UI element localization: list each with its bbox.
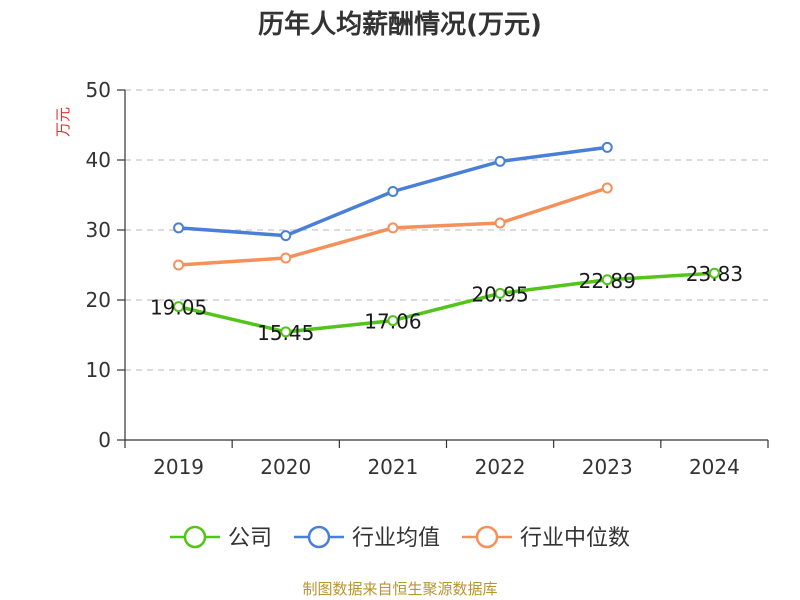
source-note: 制图数据来自恒生聚源数据库 xyxy=(302,580,498,598)
data-point[interactable] xyxy=(494,287,506,299)
x-tick-label: 2023 xyxy=(582,455,633,479)
y-tick-label: 0 xyxy=(98,428,111,452)
data-point[interactable] xyxy=(173,222,185,234)
legend-label: 公司 xyxy=(228,526,272,551)
data-point[interactable] xyxy=(708,267,720,279)
x-tick-label: 2022 xyxy=(475,455,526,479)
x-tick-label: 2024 xyxy=(689,455,740,479)
data-point[interactable] xyxy=(280,252,292,264)
y-tick-label: 10 xyxy=(86,358,111,382)
data-label: 17.06 xyxy=(364,310,421,334)
legend-item-1[interactable]: 行业均值 xyxy=(293,525,440,551)
data-point[interactable] xyxy=(494,217,506,229)
legend-item-2[interactable]: 行业中位数 xyxy=(462,525,630,551)
x-tick-label: 2020 xyxy=(260,455,311,479)
grid-lines xyxy=(125,89,768,371)
legend-label: 行业均值 xyxy=(352,526,440,551)
data-point[interactable] xyxy=(494,155,506,167)
data-point[interactable] xyxy=(280,230,292,242)
y-axis-unit-label: 万元 xyxy=(54,107,72,137)
data-point[interactable] xyxy=(387,222,399,234)
data-labels: 19.05 15.45 17.06 20.95 22.89 23.83 xyxy=(150,262,743,345)
data-point[interactable] xyxy=(387,315,399,327)
legend-label: 行业中位数 xyxy=(520,526,630,551)
legend-item-0[interactable]: 公司 xyxy=(169,525,272,551)
data-label: 15.45 xyxy=(257,321,314,345)
data-point[interactable] xyxy=(173,301,185,313)
series-lines xyxy=(173,141,720,338)
data-point[interactable] xyxy=(280,326,292,338)
y-tick-label: 50 xyxy=(86,78,111,102)
y-tick-label: 20 xyxy=(86,288,111,312)
data-label: 23.83 xyxy=(686,262,743,286)
series-line-0 xyxy=(178,271,715,334)
data-label: 22.89 xyxy=(579,269,636,293)
chart-title: 历年人均薪酬情况(万元) xyxy=(258,10,542,40)
data-point[interactable] xyxy=(601,274,613,286)
y-tick-label: 40 xyxy=(86,148,111,172)
x-tick-label: 2021 xyxy=(367,455,418,479)
data-point[interactable] xyxy=(173,259,185,271)
y-tick-label: 30 xyxy=(86,218,111,242)
legend-circle-symbol xyxy=(307,525,331,549)
data-point[interactable] xyxy=(601,182,613,194)
data-point[interactable] xyxy=(601,141,613,153)
data-label: 19.05 xyxy=(150,296,207,320)
legend[interactable]: 公司 行业均值 行业中位数 xyxy=(169,525,630,551)
data-label: 20.95 xyxy=(471,282,528,306)
x-tick-label: 2019 xyxy=(153,455,204,479)
axes: 0 10 20 30 40 50 2019 2020 2021 2022 2023 2024 xyxy=(86,78,769,479)
legend-circle-symbol xyxy=(183,525,207,549)
legend-circle-symbol xyxy=(475,525,499,549)
data-point[interactable] xyxy=(387,186,399,197)
